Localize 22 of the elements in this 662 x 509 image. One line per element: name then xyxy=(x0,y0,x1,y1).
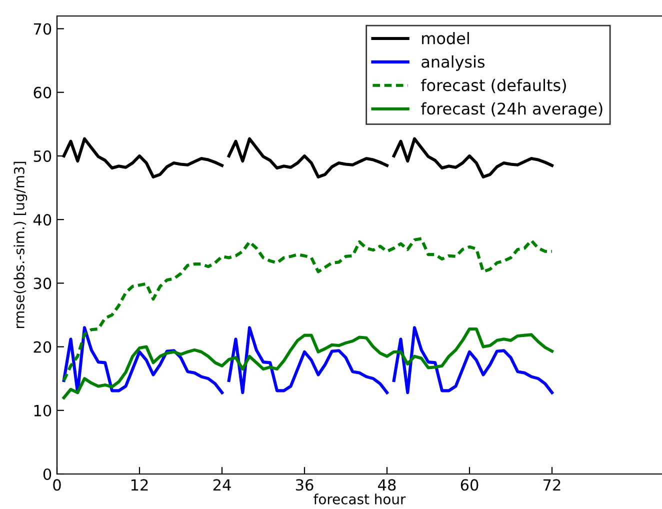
x-tick-label: 36 xyxy=(296,479,314,491)
y-tick-label: 50 xyxy=(34,150,52,162)
y-axis-title: rmse(obs.-sim.) [ug/m3] xyxy=(14,162,28,328)
legend-label: model xyxy=(422,32,469,44)
line-series xyxy=(62,237,554,382)
y-tick-label: 70 xyxy=(34,23,52,35)
y-tick-label: 40 xyxy=(33,214,52,226)
x-tick-label: 24 xyxy=(213,479,231,490)
legend-label: analysis xyxy=(422,55,485,71)
y-tick-label: 30 xyxy=(34,278,52,290)
y-tick-label: 60 xyxy=(34,86,52,98)
x-tick-label: 60 xyxy=(460,479,478,491)
x-axis-title: forecast hour xyxy=(314,494,406,504)
y-tick-label: 20 xyxy=(34,341,52,353)
x-tick-label: 48 xyxy=(378,479,396,491)
x-tick-label: 12 xyxy=(131,479,148,490)
x-tick-label: 0 xyxy=(53,479,61,491)
legend-label: forecast (24h average) xyxy=(421,102,602,118)
y-tick-label: 0 xyxy=(43,468,52,480)
legend-label: forecast (defaults) xyxy=(421,78,566,94)
x-tick-label: 72 xyxy=(544,479,560,490)
y-tick-label: 10 xyxy=(34,404,52,416)
